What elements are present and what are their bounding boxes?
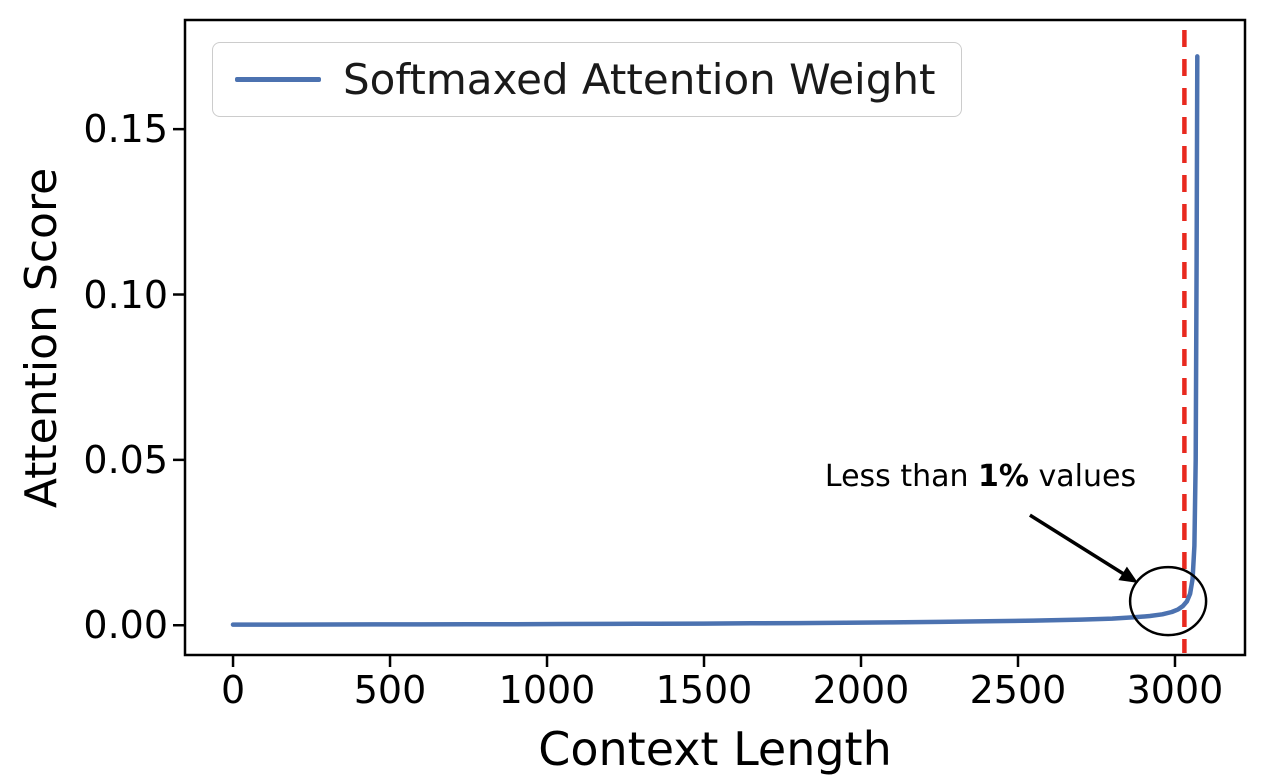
annotation-prefix: Less than bbox=[824, 458, 979, 494]
y-axis-label: Attention Score bbox=[16, 167, 67, 509]
annotation-text: Less than 1% values bbox=[825, 459, 1136, 494]
x-tick-label: 2500 bbox=[969, 668, 1067, 712]
legend-line-swatch bbox=[235, 77, 321, 82]
x-axis-label: Context Length bbox=[538, 722, 892, 776]
y-tick-label: 0.05 bbox=[83, 437, 168, 482]
x-tick-label: 2000 bbox=[812, 668, 910, 712]
legend: Softmaxed Attention Weight bbox=[212, 42, 963, 117]
x-tick-label: 3000 bbox=[1126, 668, 1224, 712]
y-tick-label: 0.00 bbox=[83, 603, 168, 648]
y-tick-label: 0.15 bbox=[83, 107, 168, 152]
legend-label: Softmaxed Attention Weight bbox=[343, 55, 936, 104]
y-tick-label: 0.10 bbox=[83, 272, 168, 317]
annotation-bold: 1% bbox=[978, 458, 1029, 494]
x-tick-label: 0 bbox=[220, 668, 246, 712]
x-tick-label: 1500 bbox=[655, 668, 753, 712]
annotation-suffix: values bbox=[1028, 458, 1137, 494]
x-tick-label: 1000 bbox=[498, 668, 596, 712]
x-tick-label: 500 bbox=[353, 668, 427, 712]
